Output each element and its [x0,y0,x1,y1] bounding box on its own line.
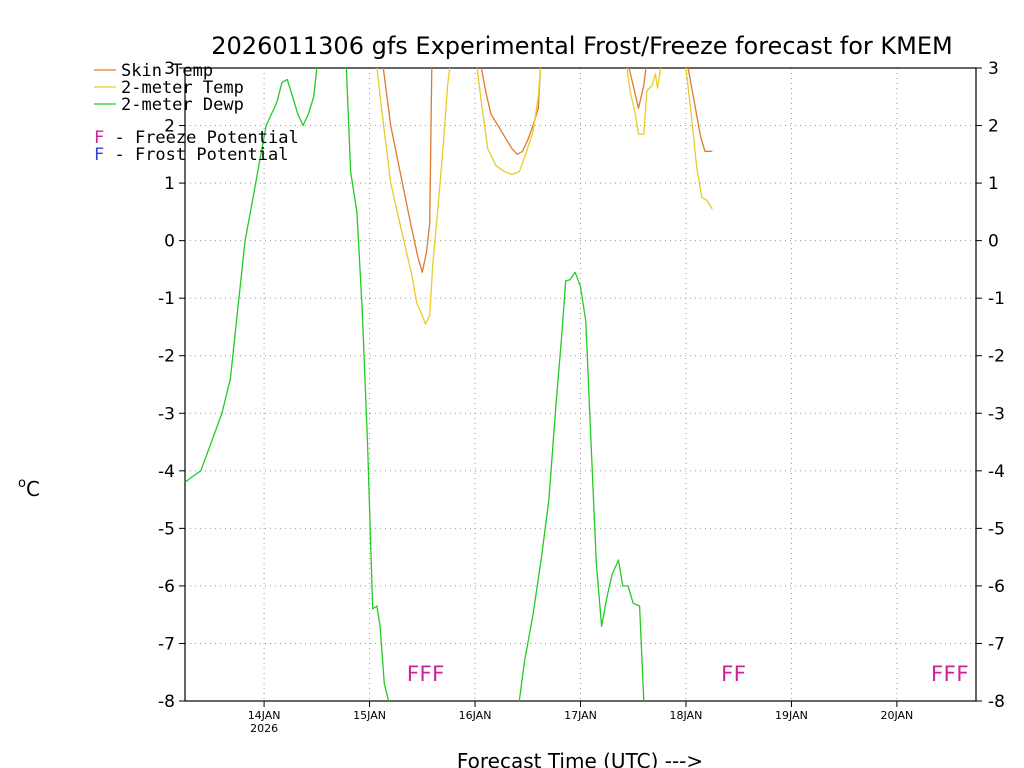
y-tick-label-right: 0 [988,232,999,252]
y-tick-label-right: -1 [988,289,1005,309]
y-tick-label: -7 [158,634,175,654]
y-tick-label: 3 [164,59,175,79]
chart-title: 2026011306 gfs Experimental Frost/Freeze… [211,32,952,60]
series-line [626,67,662,135]
y-tick-label-right: -8 [988,692,1005,712]
y-tick-label: 0 [164,232,175,252]
freeze-marker: FF [721,662,746,686]
series-2-meter-temp [376,67,713,325]
y-tick-label: -4 [158,462,175,482]
series-line [184,67,318,483]
y-tick-label-right: 1 [988,174,999,194]
grid-lines [185,68,976,701]
y-tick-label-right: 2 [988,117,999,137]
x-axis-label: Forecast Time (UTC) ---> [457,749,703,768]
y-tick-label-right: -6 [988,577,1005,597]
x-tick-label: 14JAN [248,709,281,722]
series-2-meter-dewp [184,67,645,702]
x-tick-label: 20JAN [880,709,913,722]
series-layer [184,67,713,702]
series-line [687,67,713,153]
y-tick-label: -2 [158,347,175,367]
degree-symbol: o [18,476,26,491]
freeze-marker: FFF [406,662,444,686]
freeze-marker: FFF [931,662,969,686]
legend-potential-letter: F [94,145,104,165]
y-tick-label-right: 3 [988,59,999,79]
y-tick-label: -6 [158,577,175,597]
y-axis-left: -8 -7 -6 -5 -4 -3 -2 -1 0 1 2 3 [158,59,185,712]
freeze-marker-layer: FFF FF FFF [406,662,968,686]
legend-potential: F - Freeze Potential [94,128,299,148]
y-axis-label: oC [18,476,40,501]
y-tick-label: 2 [164,117,175,137]
legend-potential-text: - Freeze Potential [104,128,298,148]
series-line [685,67,713,210]
y-tick-label-right: -5 [988,519,1005,539]
x-tick-label: 18JAN [670,709,703,722]
series-line [345,67,390,702]
legend-label: 2-meter Temp [121,78,244,98]
x-tick-label: 15JAN [353,709,386,722]
x-tick-label: 16JAN [459,709,492,722]
legend-label: Skin Temp [121,61,213,81]
y-axis-right: -8 -7 -6 -5 -4 -3 -2 -1 0 1 2 3 [976,59,1005,712]
series-line [628,67,647,109]
legend-potential-text: - Frost Potential [104,145,288,165]
y-tick-label-right: -3 [988,404,1005,424]
legend-potential: F - Frost Potential [94,145,288,165]
y-tick-label: -5 [158,519,175,539]
x-tick-label: 19JAN [775,709,808,722]
y-tick-label: 1 [164,174,175,194]
y-tick-label: -1 [158,289,175,309]
y-axis-unit: C [26,477,40,501]
y-tick-label: -3 [158,404,175,424]
x-tick-sublabel: 2026 [250,722,278,735]
legend-potential-letter: F [94,128,104,148]
series-line [518,271,645,702]
x-tick-label: 17JAN [564,709,597,722]
y-tick-label: -8 [158,692,175,712]
y-tick-label-right: -7 [988,634,1005,654]
series-line [376,67,451,325]
y-tick-label-right: -4 [988,462,1005,482]
legend-label: 2-meter Dewp [121,95,244,115]
y-tick-label-right: -2 [988,347,1005,367]
series-line [382,67,433,273]
series-line [476,67,542,176]
